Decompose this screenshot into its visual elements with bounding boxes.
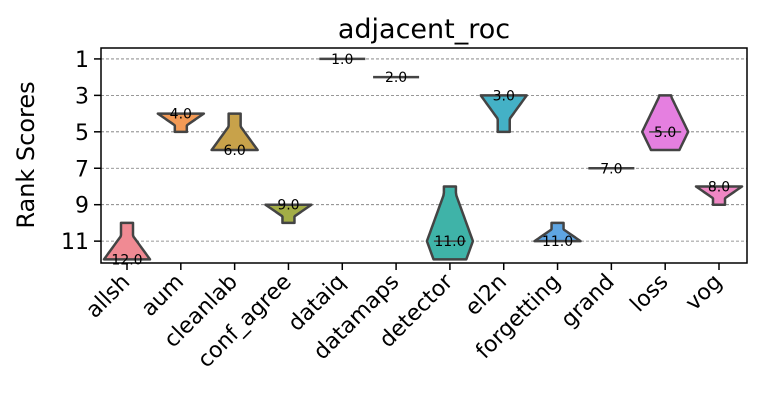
median-label-datamaps: 2.0 (385, 70, 407, 86)
y-axis-label: Rank Scores (12, 81, 40, 228)
y-tick-label: 7 (75, 157, 89, 182)
x-tick-label: allsh (81, 270, 135, 324)
violin-conf_agree (264, 203, 313, 225)
median-label-vog: 8.0 (708, 179, 730, 195)
y-axis-ticks: 1 3 5 7 9 11 (61, 48, 101, 255)
median-label-grand: 7.0 (600, 161, 622, 177)
x-tick-label: loss (626, 270, 674, 318)
violins-group (102, 57, 744, 261)
median-label-forgetting: 11.0 (542, 234, 573, 250)
violin-aum (156, 112, 206, 134)
x-tick-label: vog (681, 270, 727, 316)
violin-cleanlab (210, 112, 259, 152)
median-label-el2n: 3.0 (493, 88, 515, 104)
y-tick-label: 9 (75, 194, 89, 219)
chart-title: adjacent_roc (338, 14, 510, 45)
median-label-conf_agree: 9.0 (277, 198, 299, 214)
median-label-cleanlab: 6.0 (224, 143, 246, 159)
y-tick-label: 11 (61, 230, 89, 255)
y-tick-label: 5 (75, 121, 89, 146)
median-label-detector: 11.0 (434, 234, 465, 250)
median-label-loss: 5.0 (654, 125, 676, 141)
median-label-aum: 4.0 (170, 107, 192, 123)
violin-forgetting (533, 221, 582, 243)
median-labels-group: 12.0 4.0 6.0 9.0 1.0 2.0 11.0 3.0 11.0 7.0 5.0 8.0 (111, 52, 730, 268)
plot-frame (100, 47, 748, 264)
median-label-dataiq: 1.0 (331, 52, 353, 68)
x-tick-label: grand (556, 270, 619, 333)
x-axis-ticks: allsh aumcleanlabconf_agreedataiqdatamaps… (81, 263, 727, 373)
y-tick-label: 3 (75, 84, 89, 109)
violin-allsh (102, 221, 152, 261)
median-label-allsh: 12.0 (111, 252, 142, 268)
violin-loss (640, 94, 690, 152)
violin-el2n (479, 94, 528, 134)
violin-vog (694, 185, 744, 206)
grid-lines (101, 58, 747, 242)
y-tick-label: 1 (75, 48, 89, 73)
